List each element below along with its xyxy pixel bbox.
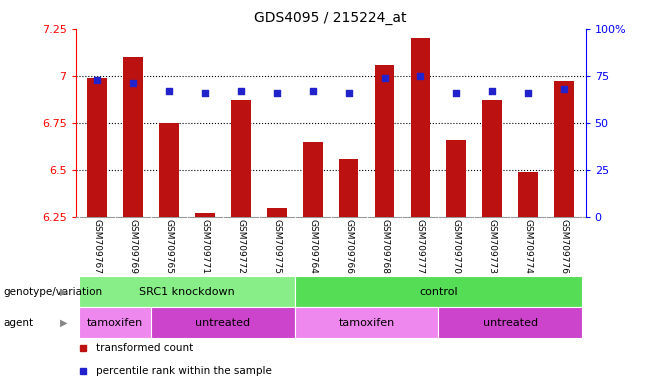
Point [164, 88, 174, 94]
Text: GSM709769: GSM709769 [128, 219, 138, 274]
Text: GSM709771: GSM709771 [201, 219, 209, 274]
Text: GSM709764: GSM709764 [308, 219, 317, 274]
Text: GSM709776: GSM709776 [559, 219, 569, 274]
Bar [159, 123, 179, 217]
Text: SRC1 knockdown: SRC1 knockdown [139, 287, 235, 297]
Point [451, 90, 462, 96]
Point [415, 73, 426, 79]
Bar [79, 276, 295, 307]
Bar [519, 172, 538, 217]
Point [236, 88, 246, 94]
Point [523, 90, 534, 96]
Bar [482, 100, 502, 217]
Text: tamoxifen: tamoxifen [87, 318, 143, 328]
Text: GSM709773: GSM709773 [488, 219, 497, 274]
Point [487, 88, 497, 94]
Bar [438, 307, 582, 338]
Point [92, 76, 103, 83]
Text: tamoxifen: tamoxifen [338, 318, 395, 328]
Bar [195, 213, 215, 217]
Text: agent: agent [3, 318, 34, 328]
Point [272, 90, 282, 96]
Text: GSM709768: GSM709768 [380, 219, 389, 274]
Text: ▶: ▶ [61, 287, 68, 297]
Bar [447, 140, 467, 217]
Point [199, 90, 210, 96]
Bar [123, 57, 143, 217]
Text: percentile rank within the sample: percentile rank within the sample [96, 366, 272, 376]
Text: control: control [419, 287, 458, 297]
Bar [303, 142, 322, 217]
Bar [231, 100, 251, 217]
Bar [79, 307, 151, 338]
Bar [151, 307, 295, 338]
Bar [411, 38, 430, 217]
Bar [295, 307, 438, 338]
Text: GSM709765: GSM709765 [164, 219, 174, 274]
Text: transformed count: transformed count [96, 343, 193, 353]
Point [307, 88, 318, 94]
Text: GSM709766: GSM709766 [344, 219, 353, 274]
Bar [374, 65, 394, 217]
Point [379, 74, 390, 81]
Text: GSM709767: GSM709767 [93, 219, 102, 274]
Point [343, 90, 354, 96]
Bar [295, 276, 582, 307]
Text: GSM709777: GSM709777 [416, 219, 425, 274]
Bar [88, 78, 107, 217]
Text: untreated: untreated [195, 318, 251, 328]
Text: untreated: untreated [482, 318, 538, 328]
Text: GSM709772: GSM709772 [236, 219, 245, 274]
Bar [267, 208, 287, 217]
Point [559, 86, 569, 92]
Text: genotype/variation: genotype/variation [3, 287, 103, 297]
Text: GSM709775: GSM709775 [272, 219, 281, 274]
Point [128, 80, 138, 86]
Text: ▶: ▶ [61, 318, 68, 328]
Bar [339, 159, 359, 217]
Title: GDS4095 / 215224_at: GDS4095 / 215224_at [255, 11, 407, 25]
Text: GSM709774: GSM709774 [524, 219, 533, 274]
Bar [554, 81, 574, 217]
Text: GSM709770: GSM709770 [452, 219, 461, 274]
